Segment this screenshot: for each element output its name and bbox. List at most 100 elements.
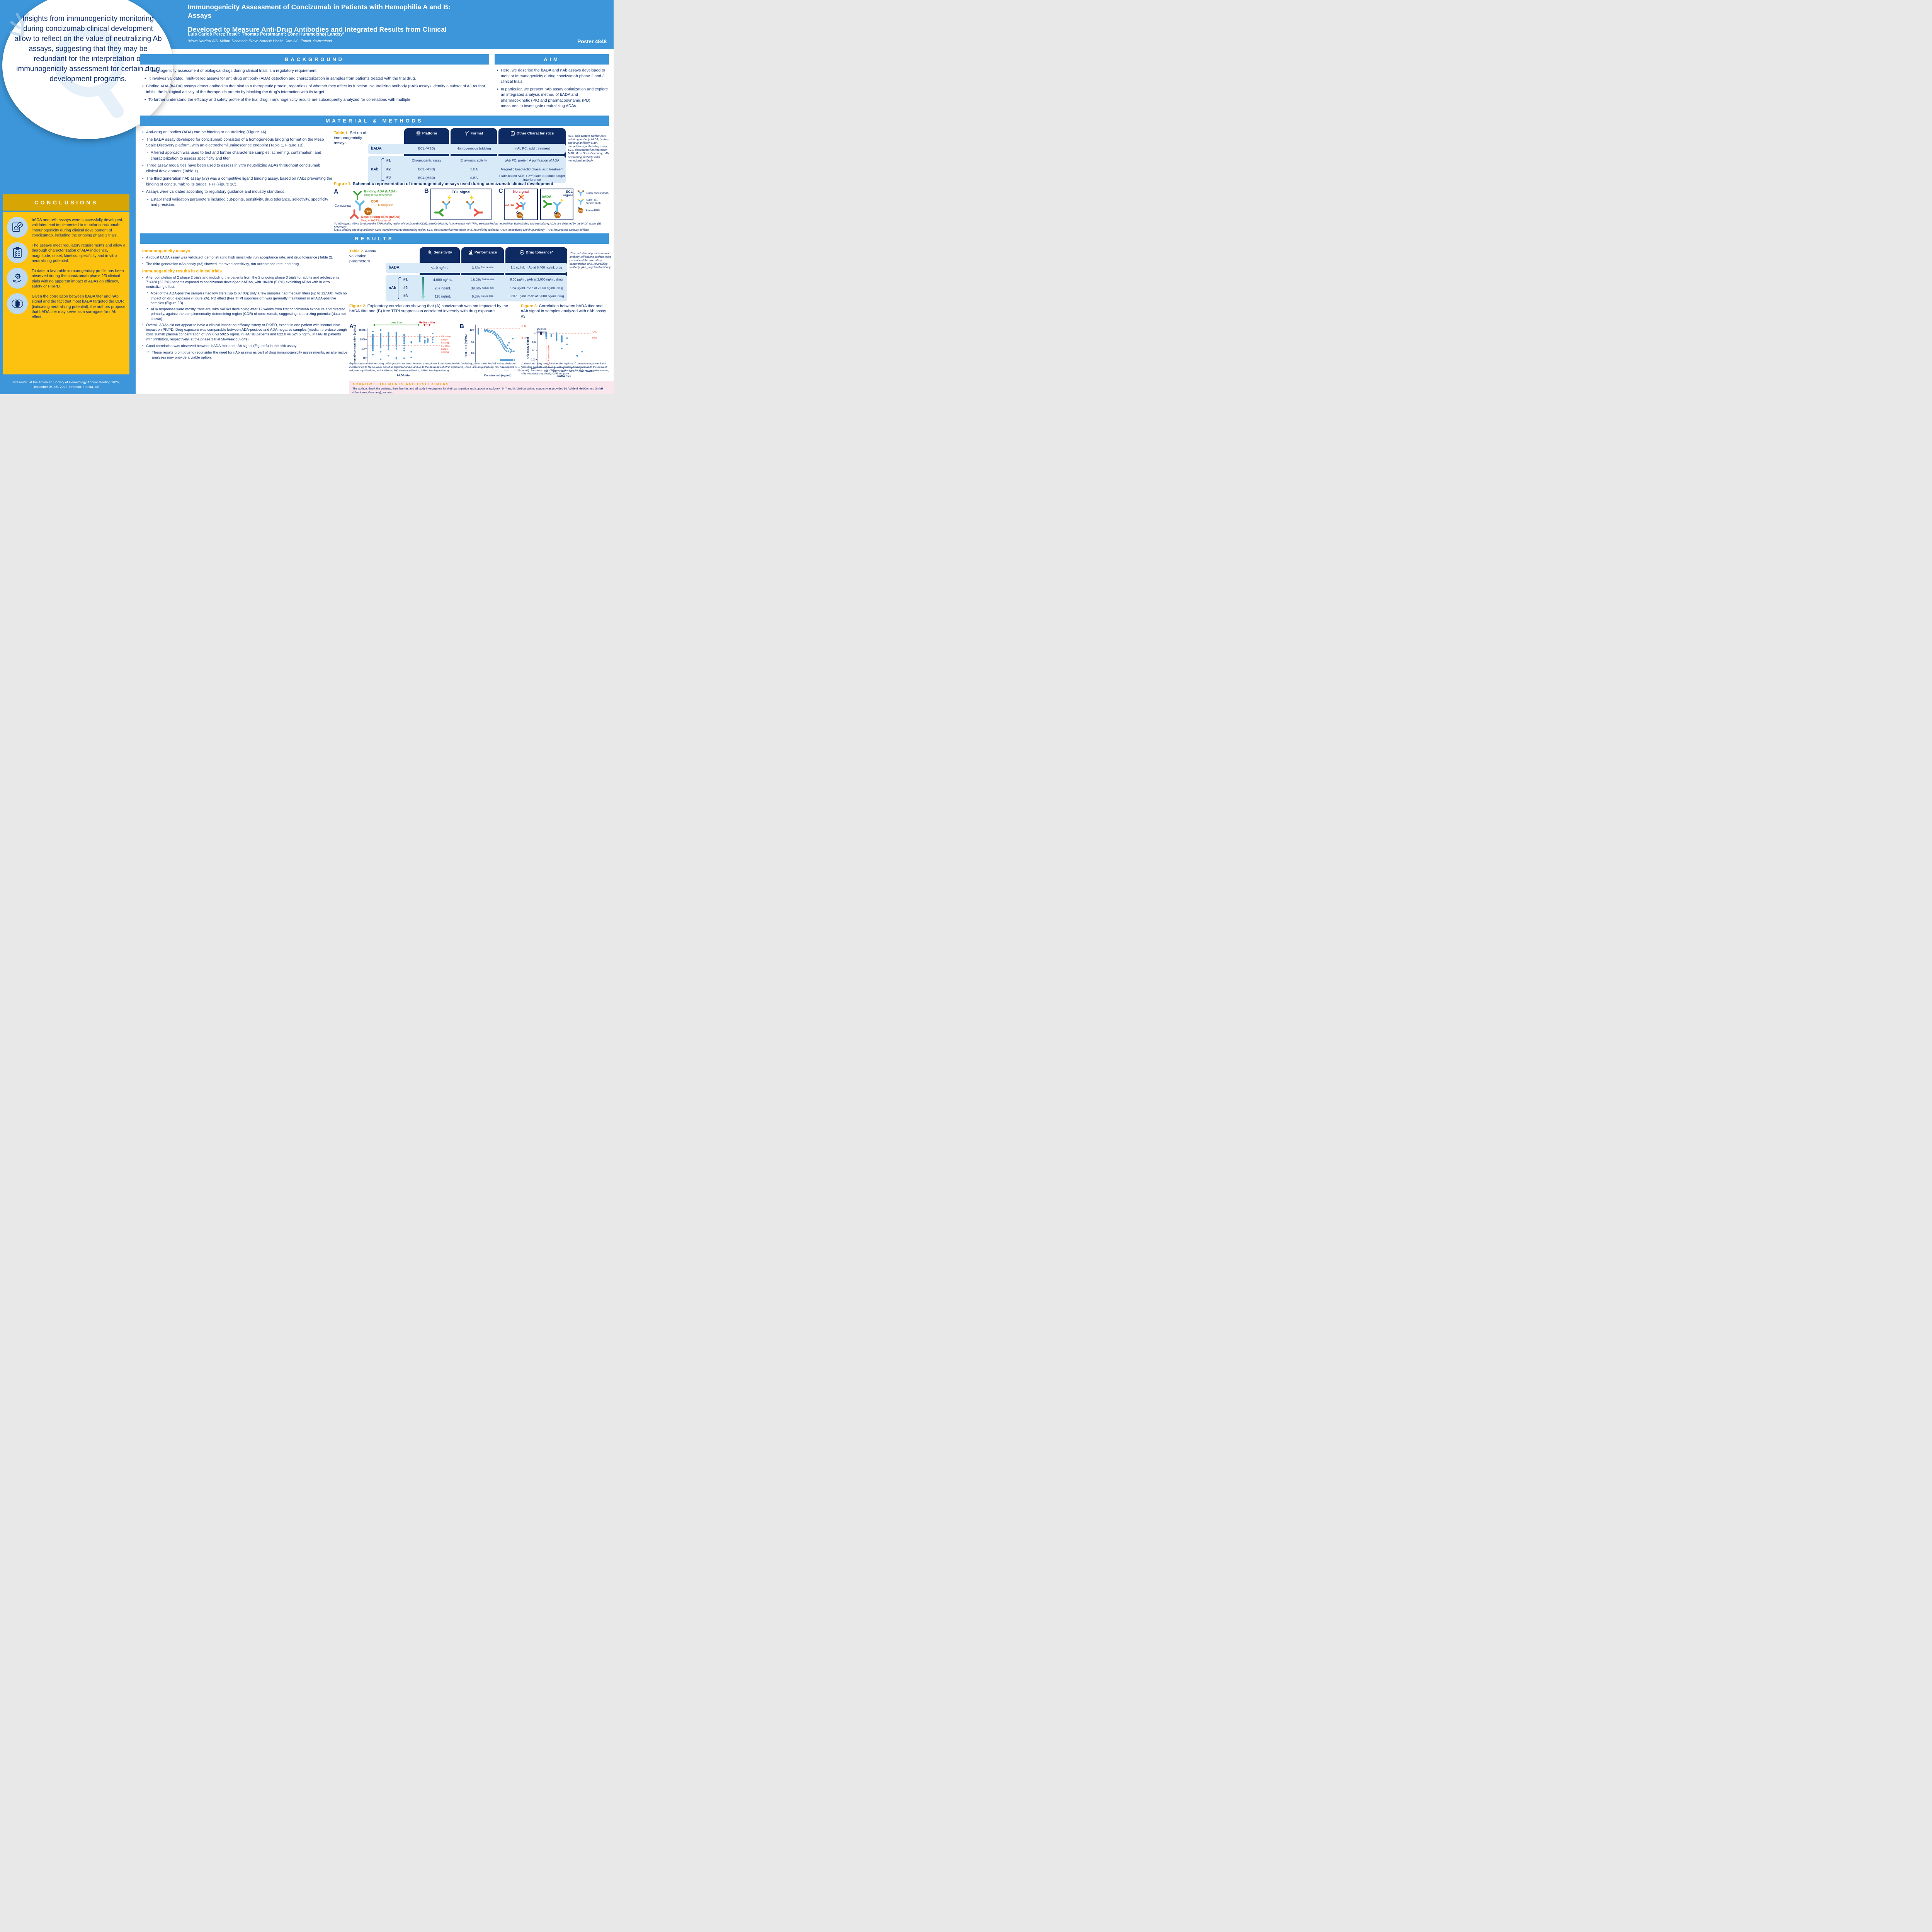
table1-cell: Chromogenic assay bbox=[412, 158, 441, 163]
table2-cell: 4,000 ng/mL bbox=[433, 277, 453, 282]
table1-cell: cLBA bbox=[469, 176, 478, 180]
figure3-caption-label: Figure 3. bbox=[521, 304, 538, 308]
acknowledgements-text: The authors thank the patients, their fa… bbox=[352, 387, 603, 394]
table1-col-format: Format bbox=[451, 131, 497, 136]
background-bullet: To further understand the efficacy and s… bbox=[145, 97, 488, 103]
svg-text:0.01: 0.01 bbox=[531, 367, 536, 369]
table1-cell: ECL (MSD) bbox=[418, 176, 435, 180]
svg-text:1000: 1000 bbox=[360, 338, 366, 341]
neutralising-ada-label: Neutralising ADA (nADA) bbox=[361, 215, 401, 219]
svg-text:ULN: ULN bbox=[521, 325, 526, 328]
svg-text:TFPI: TFPI bbox=[365, 211, 371, 213]
table2-cell-performance: 39.6% Failure rate bbox=[461, 284, 504, 292]
svg-text:Low titer: Low titer bbox=[391, 321, 402, 324]
clipboard-icon bbox=[510, 131, 515, 136]
svg-text:100: 100 bbox=[469, 329, 474, 332]
background-bullet: Immunogenicity assessment of biological … bbox=[145, 68, 488, 74]
svg-text:bADA minimum titer: bADA minimum titer bbox=[547, 344, 550, 366]
figure3-caption-text: Correlation between bADA titer and nAb s… bbox=[521, 304, 606, 319]
binding-ada-label: Binding ADA (bADA) bbox=[364, 189, 397, 193]
methods-title: MATERIAL & METHODS bbox=[325, 118, 423, 124]
conclusion-text: The assays meet regulatory requirements … bbox=[32, 243, 126, 263]
svg-text:100: 100 bbox=[361, 347, 366, 350]
svg-text:10000: 10000 bbox=[577, 370, 584, 373]
svg-text:QC neg: QC neg bbox=[537, 328, 546, 330]
aim-content: Here, we describe the bADA and nAb assay… bbox=[497, 68, 608, 111]
aim-bullet: In particular, we present nAb assay opti… bbox=[497, 87, 608, 109]
hand-gear-icon bbox=[7, 268, 28, 289]
ecl-signal-label: ECL signal bbox=[563, 190, 573, 197]
background-title: BACKGROUND bbox=[285, 56, 344, 62]
methods-bullet: The third generation nAb assay (#3) was … bbox=[142, 176, 332, 187]
cdr-label: CDR bbox=[371, 199, 378, 203]
biotin-concizumab-icon bbox=[577, 190, 584, 196]
svg-text:TFPI: TFPI bbox=[517, 215, 522, 217]
svg-text:nAb: nAb bbox=[592, 331, 597, 334]
table1-nab-num: #1 bbox=[386, 158, 391, 163]
table1-cell: ECL (MSD) bbox=[418, 167, 435, 172]
binding-ada-sub: Drug is still functional bbox=[364, 193, 392, 197]
table2-cell: 8.00 µg/mL pAb at 2,000 ng/mL drug bbox=[510, 277, 563, 282]
table2-nab-num: #3 bbox=[403, 294, 408, 298]
table1-nab-num: #3 bbox=[386, 175, 391, 180]
figure1-caption-label: Figure 1. bbox=[334, 182, 352, 186]
figure2-caption: Figure 2. Exploratory correlations showi… bbox=[349, 304, 518, 314]
results-left-column: Immunogenicity assays A robust bADA assa… bbox=[142, 247, 348, 361]
results-section-header: RESULTS bbox=[140, 233, 609, 244]
bada-green-antibody-icon bbox=[543, 199, 552, 209]
results-arrow-bullet: These results prompt us to reconsider th… bbox=[147, 350, 348, 360]
concizumab-antibody-icon bbox=[354, 199, 366, 211]
table2: Sensitivity Performance Drug tolerance* … bbox=[386, 247, 567, 301]
methods-content: Anti-drug antibodies (ADA) can be bindin… bbox=[142, 130, 332, 210]
svg-text:Concizumab concentration (ng/m: Concizumab concentration (ng/mL) bbox=[354, 325, 356, 370]
table2-col-tolerance: Drug tolerance* bbox=[505, 250, 567, 255]
binding-ada-antibody-icon bbox=[352, 190, 362, 200]
nada-label: nADA bbox=[505, 203, 514, 207]
chart-check-icon bbox=[7, 217, 28, 238]
poster-authors: Luis Carlos Perez Tosal¹; Thomas Porstma… bbox=[188, 32, 344, 37]
conclusion-item: To date, a favorable immunogenicity prof… bbox=[7, 268, 126, 289]
sulfotag-concizumab-legend-icon bbox=[577, 199, 584, 205]
ecl-signal-label: ECL signal bbox=[451, 190, 471, 194]
table1-caption-text: Set-up of immunogenicity assays bbox=[334, 131, 366, 146]
poster-title-line1: Immunogenicity Assessment of Concizumab … bbox=[188, 3, 451, 11]
acknowledgements-bar: ACKNOWLEDGEMENTS AND DISCLAIMERS The aut… bbox=[349, 381, 614, 394]
bada-label: bADA bbox=[542, 195, 551, 199]
conclusion-text: bADA and nAb assays were successfully de… bbox=[32, 218, 123, 238]
svg-text:3000: 3000 bbox=[569, 370, 575, 373]
table2-caption-text: Assay validation parameters bbox=[349, 249, 376, 264]
results-bullet: Most of the ADA-positive samples had low… bbox=[147, 291, 348, 305]
svg-text:range: range bbox=[441, 348, 448, 350]
poster-title-line2: Assays bbox=[188, 11, 212, 19]
svg-text:100: 100 bbox=[544, 370, 548, 373]
table1-cell: pAb PC; protein A purification of ADA bbox=[505, 158, 560, 163]
table1-row-label: bADA bbox=[371, 146, 382, 151]
conclusion-text: To date, a favorable immunogenicity prof… bbox=[32, 269, 124, 289]
perf-value: 3.5% bbox=[472, 265, 480, 270]
figure1-footnote2: bADA, binding anti-drug antibody; CDR, c… bbox=[334, 229, 589, 231]
table2-cell-performance: 3.5% Failure rate bbox=[461, 263, 504, 273]
table2-col-sensitivity: Sensitivity bbox=[420, 250, 460, 255]
neut-sub-part: Drug is bbox=[361, 219, 371, 222]
bada-signal-box bbox=[540, 189, 573, 220]
perf-label: Failure rate bbox=[481, 266, 493, 269]
svg-text:CPF: CPF bbox=[592, 337, 597, 340]
figure3-caption: Figure 3. Correlation between bADA titer… bbox=[521, 304, 611, 319]
table1-row-label: nAb bbox=[371, 167, 379, 172]
results-title: RESULTS bbox=[355, 236, 394, 242]
methods-bullet: Established validation parameters includ… bbox=[147, 197, 332, 208]
svg-text:bADA titer: bADA titer bbox=[557, 374, 571, 378]
table1: Platform Format Other Characteristics bA… bbox=[368, 128, 566, 183]
results-bullet: ADA responses were mostly transient, wit… bbox=[147, 307, 348, 321]
lightning-icon bbox=[447, 195, 451, 201]
table1-cell: cLBA bbox=[469, 167, 478, 172]
table2-cell-performance: 18.2% Failure rate bbox=[461, 276, 504, 284]
table2-cell: 116 ng/mL bbox=[435, 294, 451, 298]
tfpi-circle: TFPI bbox=[364, 207, 372, 216]
svg-text:TFPI: TFPI bbox=[579, 210, 583, 212]
table2-row-bada: bADA <1.0 ng/mL 3.5% Failure rate 1.1 ng… bbox=[386, 263, 567, 273]
svg-text:0.03: 0.03 bbox=[531, 359, 536, 361]
table1-cell: Magnetic bead-solid phase; acid treatmen… bbox=[501, 167, 563, 172]
svg-text:10000: 10000 bbox=[359, 329, 366, 332]
panel-letter: C bbox=[498, 188, 503, 194]
